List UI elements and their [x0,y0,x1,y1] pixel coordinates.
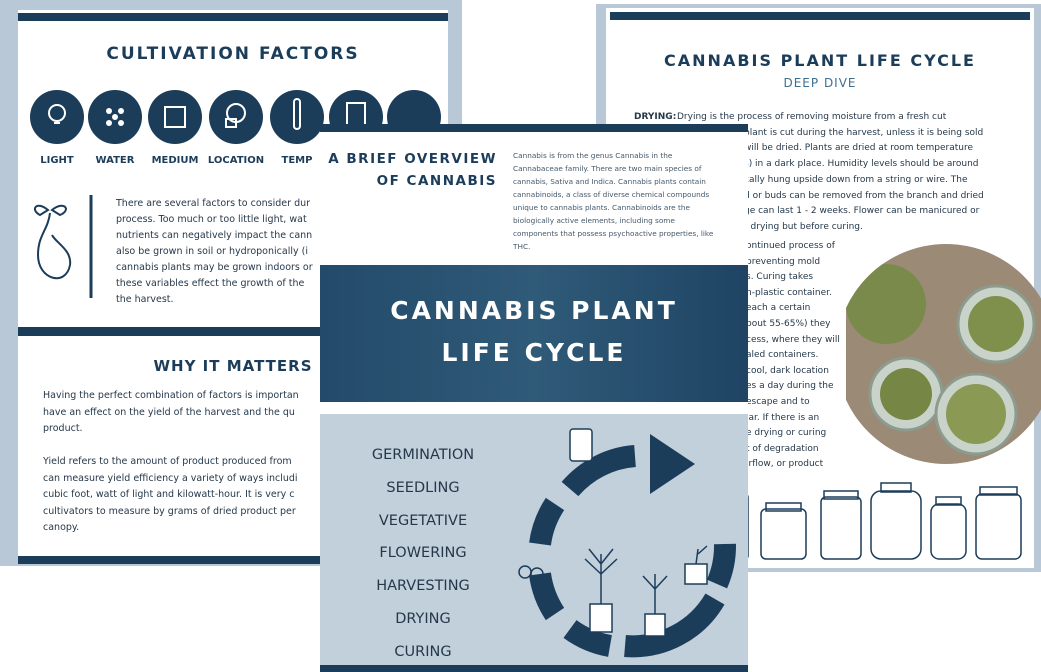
top-bar [18,13,448,21]
text-line: aled containers. [746,350,818,360]
text-line: cool, dark location [746,366,829,376]
page: CULTIVATION FACTORS WHY IT MATTERS LIGHT… [0,0,1041,672]
heading-line: OF CANNABIS [377,173,497,189]
text-line: d or buds can be removed from the branch… [744,191,984,201]
text-line: ontinued process of [746,241,835,251]
stage-item: DRYING [320,611,573,627]
text-line: Cannabaceae family. There are two main s… [513,164,701,173]
text-line: have an effect on the yield of the harve… [43,407,295,418]
stage-item: FLOWERING [320,545,573,561]
text-line: cannabis plants may be grown indoors or [116,262,313,273]
text-line: biologically active elements, including … [513,216,675,225]
bottom-bar [320,665,748,672]
text-line: cess, where they will [746,335,840,345]
drying-label: DRYING: [634,112,676,122]
text-line: ge can last 1 - 2 weeks. Flower can be m… [744,206,979,216]
text-line: cultivators to measure by grams of dried… [43,506,296,517]
stage-item: HARVESTING [320,578,573,594]
page-subtitle: DEEP DIVE [610,76,1030,90]
text-line: r drying but before curing. [744,222,863,232]
text-line: also be grown in soil or hydroponically … [116,246,308,257]
text-line: s. Curing takes [746,272,813,282]
text-line: components that possess psychoactive pro… [513,229,713,238]
text-line: the harvest. [116,294,174,305]
text-line: Yield refers to the amount of product pr… [43,456,292,467]
text-line: Having the perfect combination of factor… [43,390,299,401]
text-line: irflow, or product [746,459,823,469]
banner-line: CANNABIS PLANT [384,296,684,325]
text-line: these variables effect the growth of the [116,278,304,289]
text-line: cannabinoids, a class of diverse chemica… [513,190,709,199]
text-line: THC. [513,242,530,251]
text-line: nutrients can negatively impact the cann [116,230,312,241]
jars-photo [846,244,1041,469]
center-page: A BRIEF OVERVIEW OF CANNABIS Cannabis is f… [320,124,748,672]
text-line: process. Too much or too little light, w… [116,214,307,225]
stage-item: SEEDLING [320,480,573,496]
text-line: cubic foot, watt of light and kilowatt-h… [43,489,294,500]
jar-outlines [736,479,1036,564]
text-line: product. [43,423,83,434]
text-line: e drying or curing [746,428,826,438]
text-line: each a certain [746,303,810,313]
text-line: unique to cannabis plants. Cannabinoids … [513,203,690,212]
text-line: Cannabis is from the genus Cannabis in t… [513,151,672,160]
text-line: cally hung upside down from a string or … [744,175,968,185]
text-line: jar. If there is an [746,413,819,423]
banner-line: LIFE CYCLE [384,338,684,367]
text-line: escape and to [746,397,810,407]
text-line: s) in a dark place. Humidity levels shou… [744,159,979,169]
page-title: CANNABIS PLANT LIFE CYCLE [610,51,1030,70]
stage-item: CURING [320,644,573,660]
text-line: There are several factors to consider du… [116,198,310,209]
heading-line: A BRIEF OVERVIEW [328,151,497,167]
text-line: preventing mold [746,257,820,267]
sprout-icon [26,195,96,300]
text-line: plant is cut during the harvest, unless … [744,128,983,138]
text-line: cannabis, Sativa and Indica. Cannabis pl… [513,177,706,186]
text-line: Drying is the process of removing moistu… [677,112,946,122]
text-line: can measure yield efficiency a variety o… [43,473,298,484]
top-bar [320,124,748,132]
stage-item: VEGETATIVE [320,513,573,529]
text-line: es a day during the [746,381,834,391]
text-line: canopy. [43,522,79,533]
top-bar [610,12,1030,20]
text-line: t of degradation [746,444,819,454]
text-line: bout 55-65%) they [746,319,831,329]
text-line: will be dried. Plants are dried at room … [744,143,973,153]
text-line: n-plastic container. [746,288,832,298]
stage-item: GERMINATION [320,447,573,463]
section-title: CULTIVATION FACTORS [18,44,448,64]
banner [320,265,748,402]
